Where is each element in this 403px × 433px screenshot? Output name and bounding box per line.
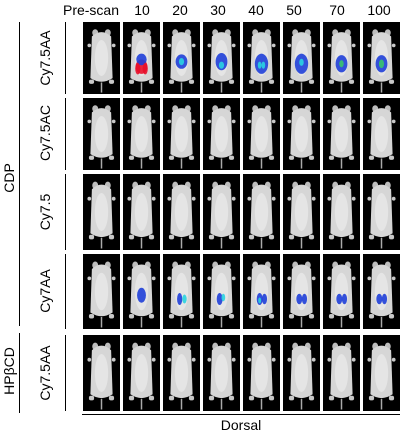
mouse-image-r3-c6 [283,174,320,250]
mouse-image-r5-c1 [83,335,120,411]
mouse-image-r5-c3 [163,335,200,411]
mouse-image-r4-c8 [363,254,400,329]
mouse-image-r1-c7 [323,22,360,94]
mouse-image-r2-c1 [83,98,120,170]
mouse-image-r2-c2 [123,98,160,170]
mouse-image-r2-c7 [323,98,360,170]
footer-label: Dorsal [220,417,262,433]
mouse-image-r3-c8 [363,174,400,250]
mouse-image-r3-c2 [123,174,160,250]
mouse-image-r3-c7 [323,174,360,250]
column-header-70: 70 [329,2,345,18]
footer-rule [82,414,400,415]
group-label-hpbcd: HPβCD [1,347,17,395]
column-header-50: 50 [286,2,302,18]
mouse-image-r4-c7 [323,254,360,329]
mouse-image-r4-c4 [203,254,240,329]
mouse-image-r4-c1 [83,254,120,329]
column-header-pre-scan: Pre-scan [62,2,120,18]
column-header-10: 10 [134,2,150,18]
mouse-image-r2-c8 [363,98,400,170]
row-separator-5 [65,335,66,411]
mouse-image-r1-c5 [243,22,280,94]
column-header-40: 40 [248,2,264,18]
mouse-image-r3-c4 [203,174,240,250]
group-bracket-hpbcd [19,333,20,413]
column-header-100: 100 [367,2,391,18]
mouse-image-r5-c4 [203,335,240,411]
column-headers: Pre-scan 10 20 30 40 50 70 100 [0,0,403,20]
row-separator-3 [65,174,66,250]
mouse-image-r5-c5 [243,335,280,411]
row-label-cy75-cdp: Cy7.5 [37,193,53,231]
mouse-image-r3-c5 [243,174,280,250]
mouse-image-r5-c8 [363,335,400,411]
mouse-image-r1-c6 [283,22,320,94]
mouse-image-r1-c2 [123,22,160,94]
group-label-cdp: CDP [1,163,17,193]
mouse-image-r2-c3 [163,98,200,170]
mouse-image-r5-c7 [323,335,360,411]
mouse-image-r2-c4 [203,98,240,170]
row-separator-2 [65,98,66,170]
row-separator-4 [65,254,66,329]
row-label-cy7aa-cdp: Cy7AA [37,269,53,313]
row-label-cy75aa-hpbcd: Cy7.5AA [37,345,53,401]
column-header-20: 20 [172,2,188,18]
mouse-image-r1-c8 [363,22,400,94]
mouse-image-r4-c5 [243,254,280,329]
mouse-image-r4-c6 [283,254,320,329]
row-label-cy75ac-cdp: Cy7.5AC [37,104,53,162]
mouse-image-r4-c3 [163,254,200,329]
group-bracket-cdp [19,22,20,326]
mouse-image-r4-c2 [123,254,160,329]
mouse-image-r2-c6 [283,98,320,170]
mouse-image-r3-c1 [83,174,120,250]
mouse-image-r1-c4 [203,22,240,94]
mouse-image-r5-c6 [283,335,320,411]
mouse-image-r5-c2 [123,335,160,411]
column-header-30: 30 [210,2,226,18]
mouse-image-r2-c5 [243,98,280,170]
row-separator-1 [65,22,66,94]
mouse-image-r1-c3 [163,22,200,94]
row-label-cy75aa-cdp: Cy7.5AA [37,30,53,86]
mouse-image-r3-c3 [163,174,200,250]
mouse-image-r1-c1 [83,22,120,94]
